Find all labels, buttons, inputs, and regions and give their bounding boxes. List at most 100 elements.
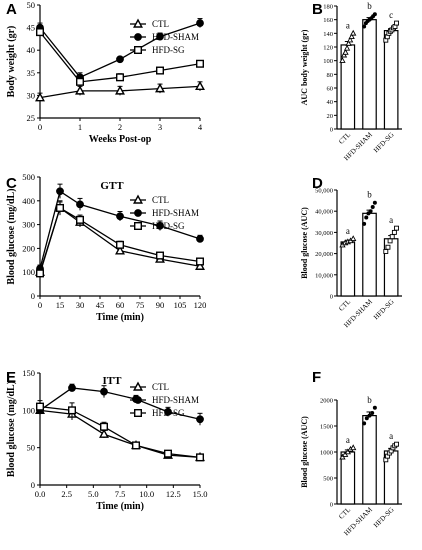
bar-group: a CTL — [337, 20, 357, 146]
data-point — [36, 269, 45, 278]
legend-label: CTL — [152, 195, 169, 205]
data-point — [372, 12, 377, 17]
y-tick-label: 45 — [27, 23, 36, 33]
data-point — [131, 441, 140, 450]
data-point — [367, 413, 372, 418]
bar — [340, 451, 356, 505]
significance-letter: a — [346, 20, 350, 30]
data-point — [394, 225, 399, 231]
x-tick-label: HFD-SG — [372, 131, 396, 155]
legend: CTL HFD-SHAM HFD-SG — [130, 194, 199, 231]
data-point — [115, 240, 124, 249]
legend-marker — [133, 221, 142, 230]
panel-letter: E — [6, 369, 16, 386]
data-point — [370, 411, 375, 415]
data-point — [339, 57, 346, 63]
bar-group: a CTL — [337, 435, 357, 521]
data-point — [75, 215, 84, 224]
x-tick-label: 75 — [136, 300, 145, 310]
y-tick-label: 400 — [22, 196, 35, 206]
x-axis-label: Time (min) — [96, 312, 144, 323]
panel-C: C 0 100 200 300 400 500 0 15 30 45 60 75 90 105 120 Time… — [6, 172, 206, 323]
data-point — [385, 244, 391, 250]
data-point — [115, 245, 125, 255]
y-tick-label: 0 — [31, 291, 35, 301]
y-tick-label: 500 — [22, 172, 35, 182]
legend: CTL HFD-SHAM HFD-SG — [130, 381, 199, 418]
x-tick-label: CTL — [337, 506, 352, 521]
x-tick-label: 0 — [38, 122, 42, 132]
data-point — [195, 453, 204, 462]
x-tick-label: 5.0 — [88, 489, 99, 499]
data-point — [195, 59, 204, 68]
legend-marker — [133, 381, 143, 391]
y-tick-label: 30 — [27, 90, 36, 100]
x-tick-label: 4 — [198, 122, 203, 132]
x-tick-label: 0.0 — [35, 489, 46, 499]
data-point — [75, 77, 84, 86]
legend-label: HFD-SHAM — [152, 395, 199, 405]
series-line — [39, 206, 201, 274]
x-axis-label: Time (min) — [96, 501, 144, 512]
data-point — [342, 48, 349, 55]
data-point — [195, 260, 205, 270]
panel-F: F 0 500 1000 1500 2000 Blood glucose (AUC) a CTL… — [300, 369, 402, 537]
data-point — [36, 402, 45, 411]
x-tick-label: 60 — [116, 300, 125, 310]
legend-marker — [134, 33, 142, 41]
y-axis-label: Blood glucose (mg/dL) — [6, 188, 17, 284]
y-tick-label: 1000 — [320, 450, 333, 457]
panel-letter: C — [6, 175, 17, 192]
legend: CTL HFD-SHAM HFD-SG — [130, 18, 199, 55]
legend-label: HFD-SHAM — [152, 32, 199, 42]
x-tick-label: 3 — [158, 122, 162, 132]
data-point — [346, 36, 354, 43]
data-point — [68, 384, 76, 392]
y-axis-label: Body weight (gr) — [6, 26, 17, 98]
x-tick-label: 120 — [194, 300, 207, 310]
data-point — [100, 387, 108, 396]
data-point — [115, 85, 125, 95]
data-point — [99, 422, 108, 431]
legend-label: CTL — [152, 19, 169, 29]
data-point — [370, 204, 375, 209]
x-tick-label: 45 — [96, 300, 105, 310]
legend-marker — [133, 46, 142, 55]
data-point — [164, 407, 172, 416]
y-tick-label: 35 — [27, 68, 36, 78]
y-tick-label: 100 — [22, 405, 35, 415]
data-point — [364, 215, 369, 220]
y-tick-label: 0 — [330, 127, 333, 134]
data-point — [196, 415, 204, 424]
y-tick-label: 160 — [323, 17, 333, 24]
data-point — [389, 234, 395, 240]
data-point — [99, 428, 109, 438]
data-point — [155, 251, 164, 260]
data-point — [67, 406, 76, 415]
series-hfd-sg — [36, 200, 204, 278]
data-point — [350, 29, 357, 36]
data-point — [372, 200, 377, 205]
y-tick-label: 50 — [27, 0, 36, 10]
data-point — [387, 238, 393, 244]
series-line — [39, 405, 201, 459]
y-tick-label: 40,000 — [315, 209, 333, 216]
significance-letter: a — [346, 226, 350, 236]
data-point — [196, 234, 204, 243]
data-point — [394, 441, 399, 447]
data-point — [35, 92, 45, 102]
data-point — [391, 229, 397, 235]
significance-letter: b — [367, 1, 372, 11]
y-tick-label: 100 — [323, 58, 333, 65]
series-line — [39, 387, 201, 420]
y-tick-label: 10,000 — [315, 272, 333, 279]
data-point — [345, 40, 352, 46]
legend-marker — [133, 194, 143, 204]
panel-A: A 25 30 35 40 45 50 0 1 2 3 4 Weeks Post-op Body weig… — [6, 0, 205, 145]
y-tick-label: 150 — [22, 368, 35, 378]
data-point — [394, 20, 399, 26]
data-point — [362, 221, 367, 226]
legend-marker — [134, 396, 142, 404]
data-point — [362, 421, 367, 426]
x-tick-label: 2 — [118, 122, 122, 132]
